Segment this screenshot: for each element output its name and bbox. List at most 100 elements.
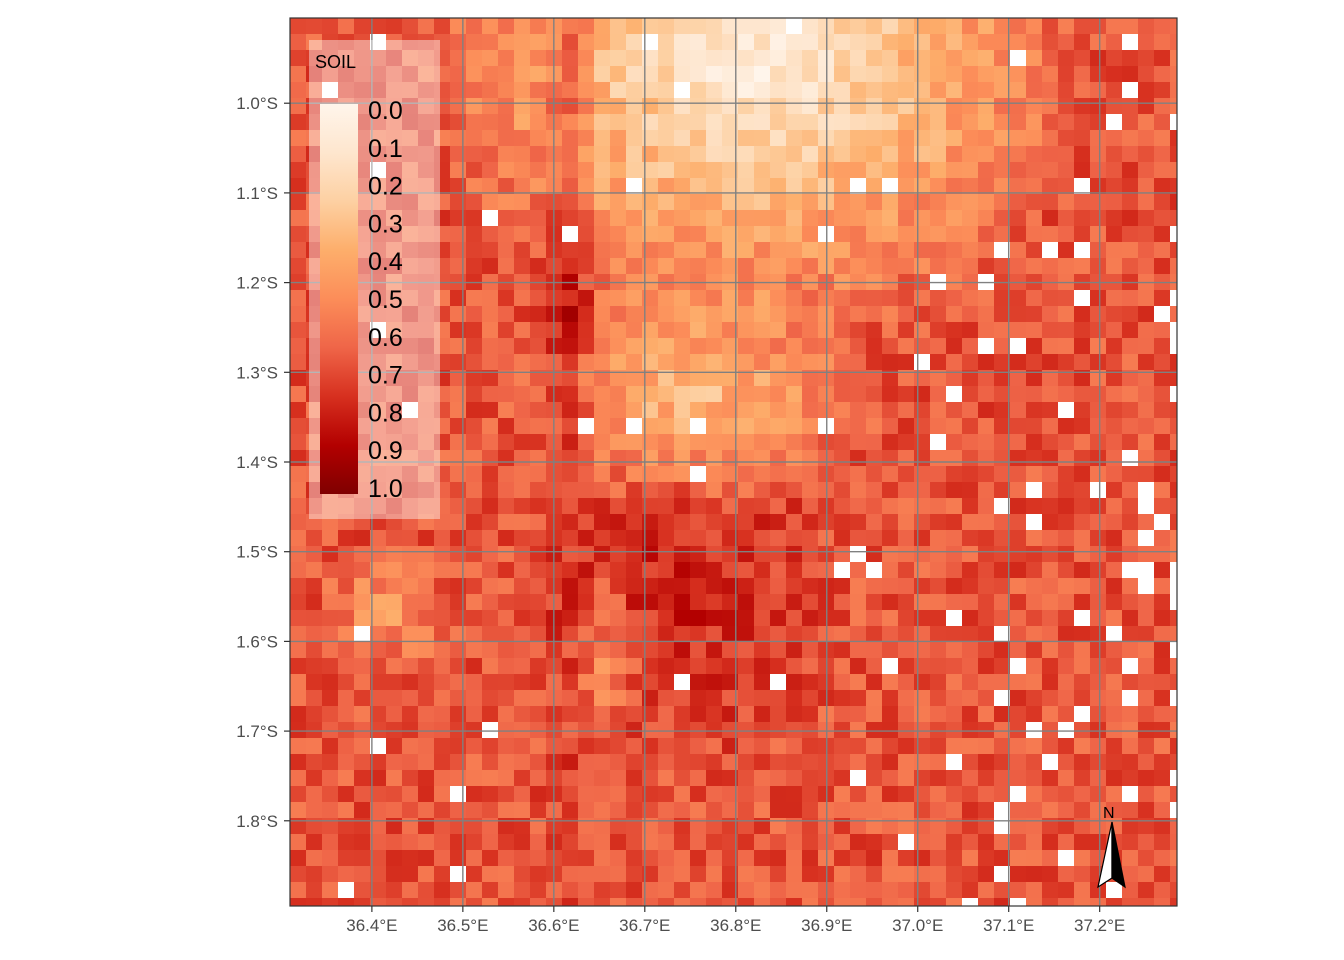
raster-cell [578,290,595,307]
raster-cell [754,690,771,707]
raster-cell [850,194,867,211]
raster-cell [642,386,659,403]
raster-cell [850,498,867,515]
raster-cell [754,674,771,691]
raster-cell [914,322,931,339]
raster-cell [610,898,627,906]
raster-cell [882,210,899,227]
raster-cell [674,162,691,179]
raster-cell [306,306,323,323]
raster-cell [594,674,611,691]
raster-cell [866,546,883,563]
raster-cell [914,706,931,723]
raster-cell [1122,882,1139,899]
raster-cell [530,882,547,899]
raster-cell [322,82,339,99]
raster-cell [290,370,307,387]
raster-cell [754,738,771,755]
raster-cell [770,370,787,387]
raster-cell [866,770,883,787]
raster-cell [530,802,547,819]
raster-cell [1010,530,1027,547]
raster-cell [626,514,643,531]
raster-cell [1154,338,1171,355]
raster-cell [1010,466,1027,483]
raster-cell [1090,690,1107,707]
raster-cell [626,578,643,595]
raster-cell [978,818,995,835]
raster-cell [482,82,499,99]
raster-cell [1090,50,1107,67]
raster-cell [1138,18,1155,35]
raster-cell [322,802,339,819]
raster-cell [514,146,531,163]
raster-cell [594,898,611,906]
raster-cell [642,210,659,227]
raster-cell [450,850,467,867]
raster-cell [770,722,787,739]
raster-cell [882,434,899,451]
raster-cell [1138,466,1155,483]
raster-cell [354,642,371,659]
raster-cell [706,258,723,275]
raster-cell [498,818,515,835]
raster-cell [898,82,915,99]
raster-cell [658,226,675,243]
raster-cell [946,418,963,435]
raster-cell [834,818,851,835]
raster-cell [530,18,547,35]
raster-cell [962,258,979,275]
raster-cell [338,818,355,835]
raster-cell [386,834,403,851]
raster-cell [594,210,611,227]
raster-cell [530,706,547,723]
raster-cell [514,338,531,355]
raster-cell [1154,834,1171,851]
raster-cell [930,98,947,115]
raster-cell [1106,802,1123,819]
raster-cell [466,770,483,787]
raster-cell [1170,562,1177,579]
raster-cell [946,818,963,835]
raster-cell [786,194,803,211]
raster-cell [1058,82,1075,99]
raster-cell [354,210,371,227]
raster-cell [706,466,723,483]
raster-cell [514,386,531,403]
raster-cell [578,898,595,906]
raster-cell [466,418,483,435]
raster-cell [1010,610,1027,627]
raster-cell [834,34,851,51]
raster-cell [1058,354,1075,371]
raster-cell [946,690,963,707]
raster-cell [706,898,723,906]
raster-cell [770,770,787,787]
raster-cell [690,530,707,547]
raster-cell [370,98,387,115]
raster-cell [962,706,979,723]
raster-cell [370,578,387,595]
raster-cell [562,130,579,147]
raster-cell [1058,786,1075,803]
raster-cell [930,514,947,531]
raster-cell [306,882,323,899]
raster-cell [722,370,739,387]
raster-cell [418,562,435,579]
raster-cell [1042,226,1059,243]
raster-cell [386,50,403,67]
raster-cell [978,738,995,755]
raster-cell [1154,34,1171,51]
raster-cell [802,450,819,467]
raster-cell [530,738,547,755]
raster-cell [354,770,371,787]
raster-cell [1170,290,1177,307]
raster-cell [978,706,995,723]
raster-cell [1010,738,1027,755]
raster-cell [866,738,883,755]
raster-cell [738,562,755,579]
raster-cell [402,194,419,211]
raster-cell [706,610,723,627]
raster-cell [530,578,547,595]
north-arrow-right-half [1111,821,1126,889]
raster-cell [978,514,995,531]
